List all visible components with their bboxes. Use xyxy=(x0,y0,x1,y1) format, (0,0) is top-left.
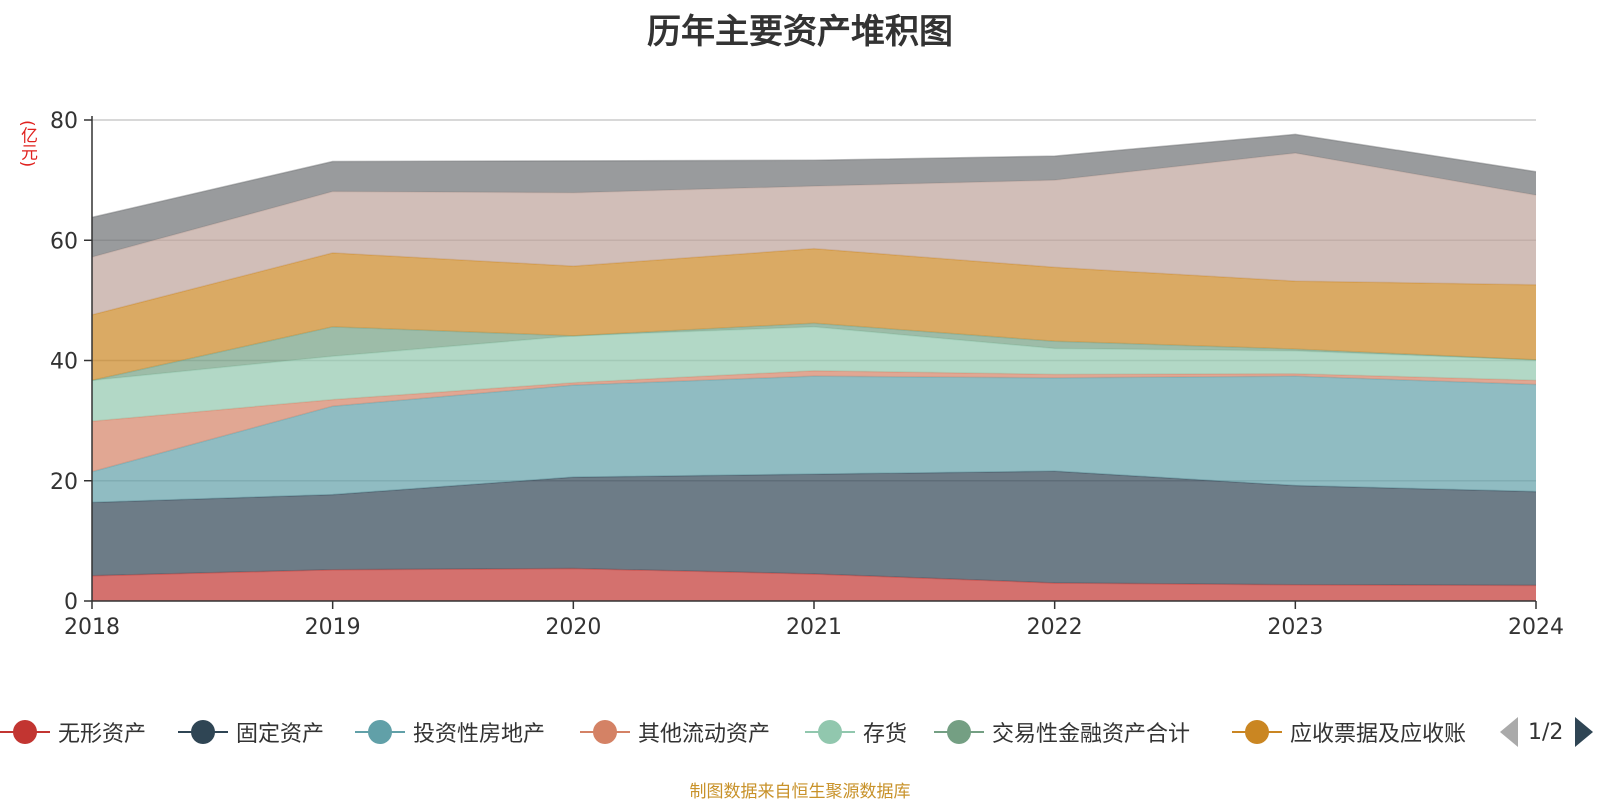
legend-item[interactable]: 无形资产 xyxy=(0,712,146,752)
area-series-7 xyxy=(92,153,1536,315)
area-series-0 xyxy=(92,568,1536,601)
legend-pager: 1/2 xyxy=(1500,712,1594,752)
legend-marker-dot xyxy=(13,720,37,744)
area-series-5 xyxy=(92,323,1536,381)
legend-marker-dot xyxy=(947,720,971,744)
legend-marker-dot xyxy=(1245,720,1269,744)
x-tick-label: 2020 xyxy=(545,615,601,640)
legend-item[interactable]: 投资性房地产 xyxy=(355,712,545,752)
legend-marker-icon xyxy=(934,717,984,747)
legend: 无形资产 固定资产 投资性房地产 其他流动资产 存货 交易性金融资产合计 应收票据及应收账 xyxy=(0,712,1600,752)
area-series-4 xyxy=(92,326,1536,422)
legend-marker-icon xyxy=(1232,717,1282,747)
legend-marker-icon xyxy=(178,717,228,747)
legend-next-page-icon[interactable] xyxy=(1575,717,1594,747)
legend-label: 存货 xyxy=(863,722,908,747)
legend-item[interactable]: 固定资产 xyxy=(178,712,324,752)
x-tick-label: 2023 xyxy=(1267,615,1323,640)
series-line-2 xyxy=(91,375,1537,473)
legend-label: 无形资产 xyxy=(58,722,147,747)
legend-label: 投资性房地产 xyxy=(413,722,546,747)
area-series-2 xyxy=(92,376,1536,503)
legend-marker-icon xyxy=(805,717,855,747)
y-tick-label: 40 xyxy=(50,350,78,375)
legend-marker-dot xyxy=(593,720,617,744)
legend-item[interactable]: 交易性金融资产合计 xyxy=(934,712,1190,752)
chart-title: 历年主要资产堆积图 xyxy=(647,12,953,52)
legend-item[interactable]: 存货 xyxy=(805,712,907,752)
stacked-area-chart: 0 20 40 60 80 2018 2019 2020 2021 2022 2023 2024 xyxy=(50,109,1564,640)
legend-marker-dot xyxy=(368,720,392,744)
legend-label: 固定资产 xyxy=(236,722,325,747)
area-series-8 xyxy=(92,134,1536,258)
legend-marker-icon xyxy=(0,717,50,747)
legend-item[interactable]: 应收票据及应收账 xyxy=(1232,712,1466,752)
x-tick-label: 2024 xyxy=(1508,615,1564,640)
x-tick-label: 2018 xyxy=(64,615,120,640)
area-series-6 xyxy=(92,248,1536,381)
y-tick-label: 60 xyxy=(50,229,78,254)
legend-label: 交易性金融资产合计 xyxy=(992,722,1191,747)
legend-label: 应收票据及应收账 xyxy=(1290,722,1467,747)
source-note: 制图数据来自恒生聚源数据库 xyxy=(689,782,911,800)
legend-page-indicator: 1/2 xyxy=(1528,719,1564,745)
y-axis-unit-label: (亿元) xyxy=(17,120,37,168)
x-tick-label: 2019 xyxy=(305,615,361,640)
x-tick-label: 2021 xyxy=(786,615,842,640)
legend-marker-dot xyxy=(191,720,215,744)
y-tick-label: 0 xyxy=(64,590,78,615)
legend-marker-dot xyxy=(818,720,842,744)
legend-item[interactable]: 其他流动资产 xyxy=(580,712,770,752)
legend-marker-icon xyxy=(580,717,630,747)
legend-prev-page-icon[interactable] xyxy=(1500,717,1518,747)
y-tick-label: 80 xyxy=(50,109,78,134)
area-series-1 xyxy=(92,471,1536,586)
x-tick-label: 2022 xyxy=(1027,615,1083,640)
series-line-8 xyxy=(91,133,1537,219)
y-tick-label: 20 xyxy=(50,470,78,495)
legend-marker-icon xyxy=(355,717,405,747)
legend-label: 其他流动资产 xyxy=(638,722,771,747)
